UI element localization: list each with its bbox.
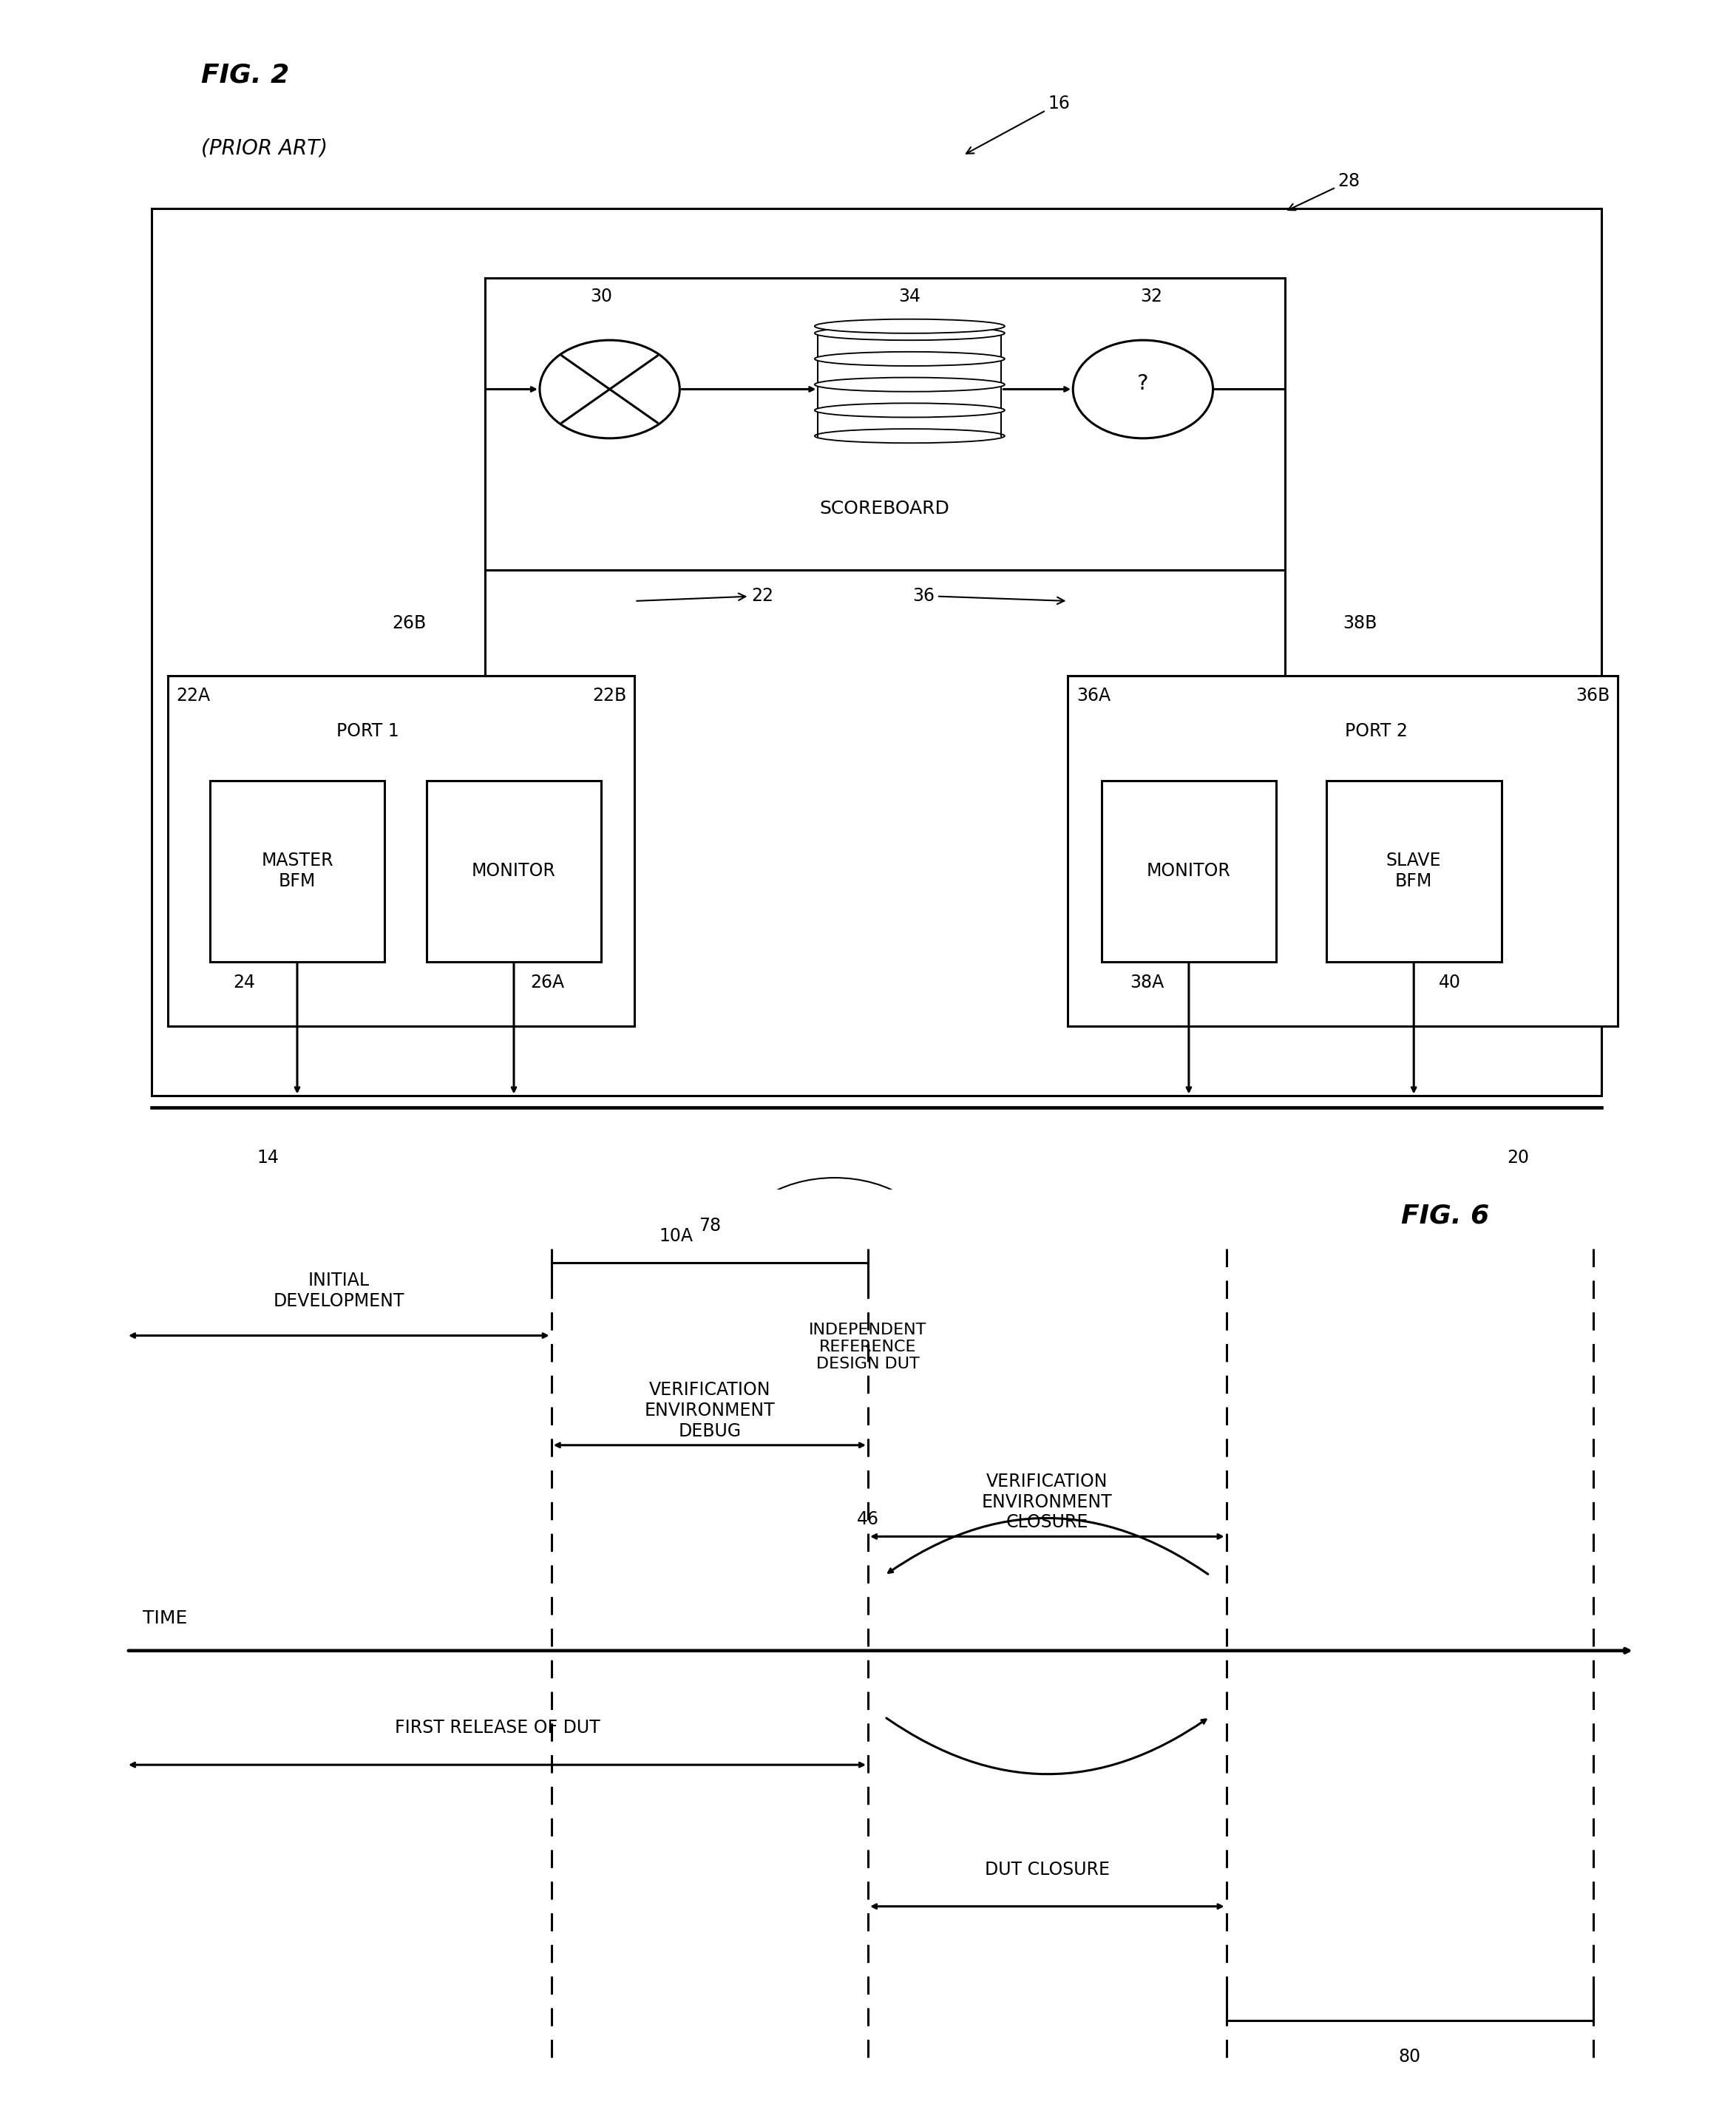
Text: 22: 22 [637,586,774,605]
FancyBboxPatch shape [427,780,601,962]
Text: 20: 20 [1507,1149,1529,1166]
Circle shape [880,1355,1040,1468]
Circle shape [646,1221,840,1357]
Ellipse shape [814,404,1005,416]
Text: 32: 32 [1141,287,1163,306]
FancyBboxPatch shape [210,780,385,962]
Text: 26A: 26A [531,973,564,992]
Text: 24: 24 [233,973,255,992]
Circle shape [781,1368,955,1489]
Text: 34: 34 [899,287,920,306]
Text: 28: 28 [1288,172,1361,210]
Circle shape [847,1198,1040,1334]
Text: SCOREBOARD: SCOREBOARD [819,499,950,518]
Text: 46: 46 [858,1510,878,1529]
Ellipse shape [814,429,1005,444]
Text: 22A: 22A [177,688,210,705]
Circle shape [946,1255,1106,1368]
Text: 26B: 26B [392,614,427,631]
Text: PORT 1: PORT 1 [337,722,399,739]
Text: 16: 16 [967,93,1069,153]
Text: 10A: 10A [660,1228,693,1245]
Text: 36B: 36B [1576,688,1609,705]
Ellipse shape [814,353,1005,365]
Text: 36: 36 [913,586,1064,605]
Text: 22B: 22B [592,688,627,705]
Text: INITIAL
DEVELOPMENT: INITIAL DEVELOPMENT [273,1272,404,1311]
Circle shape [635,1321,774,1419]
Text: FIG. 6: FIG. 6 [1401,1202,1489,1228]
Text: 38A: 38A [1130,973,1163,992]
FancyBboxPatch shape [484,278,1285,569]
Text: VERIFICATION
ENVIRONMENT
CLOSURE: VERIFICATION ENVIRONMENT CLOSURE [983,1472,1113,1531]
Text: 30: 30 [590,287,613,306]
Circle shape [625,1260,785,1372]
Text: 78: 78 [698,1217,720,1234]
Text: MONITOR: MONITOR [1147,862,1231,879]
Text: 14: 14 [257,1149,279,1166]
Circle shape [696,1355,856,1468]
Text: DUT CLOSURE: DUT CLOSURE [984,1861,1109,1878]
FancyBboxPatch shape [151,208,1601,1096]
FancyBboxPatch shape [1326,780,1502,962]
Text: 36A: 36A [1076,688,1111,705]
Text: MONITOR: MONITOR [472,862,556,879]
Text: 80: 80 [1399,2048,1420,2067]
FancyBboxPatch shape [1101,780,1276,962]
Text: ?: ? [1137,374,1149,393]
Text: FIRST RELEASE OF DUT: FIRST RELEASE OF DUT [394,1718,601,1737]
Text: MASTER
BFM: MASTER BFM [260,852,333,890]
Ellipse shape [814,378,1005,391]
Circle shape [957,1321,1097,1419]
Text: (PRIOR ART): (PRIOR ART) [201,138,328,159]
Text: 40: 40 [1439,973,1462,992]
FancyBboxPatch shape [1068,675,1618,1026]
Ellipse shape [814,327,1005,340]
Text: VERIFICATION
ENVIRONMENT
DEBUG: VERIFICATION ENVIRONMENT DEBUG [644,1381,774,1440]
Ellipse shape [814,319,1005,333]
Text: 38B: 38B [1344,614,1377,631]
FancyBboxPatch shape [168,675,635,1026]
Text: FIG. 2: FIG. 2 [201,62,290,87]
Text: PORT 2: PORT 2 [1345,722,1408,739]
Circle shape [731,1177,937,1323]
Text: INDEPENDENT
REFERENCE
DESIGN DUT: INDEPENDENT REFERENCE DESIGN DUT [809,1323,927,1372]
Text: TIME: TIME [142,1610,187,1627]
Text: SLAVE
BFM: SLAVE BFM [1387,852,1441,890]
